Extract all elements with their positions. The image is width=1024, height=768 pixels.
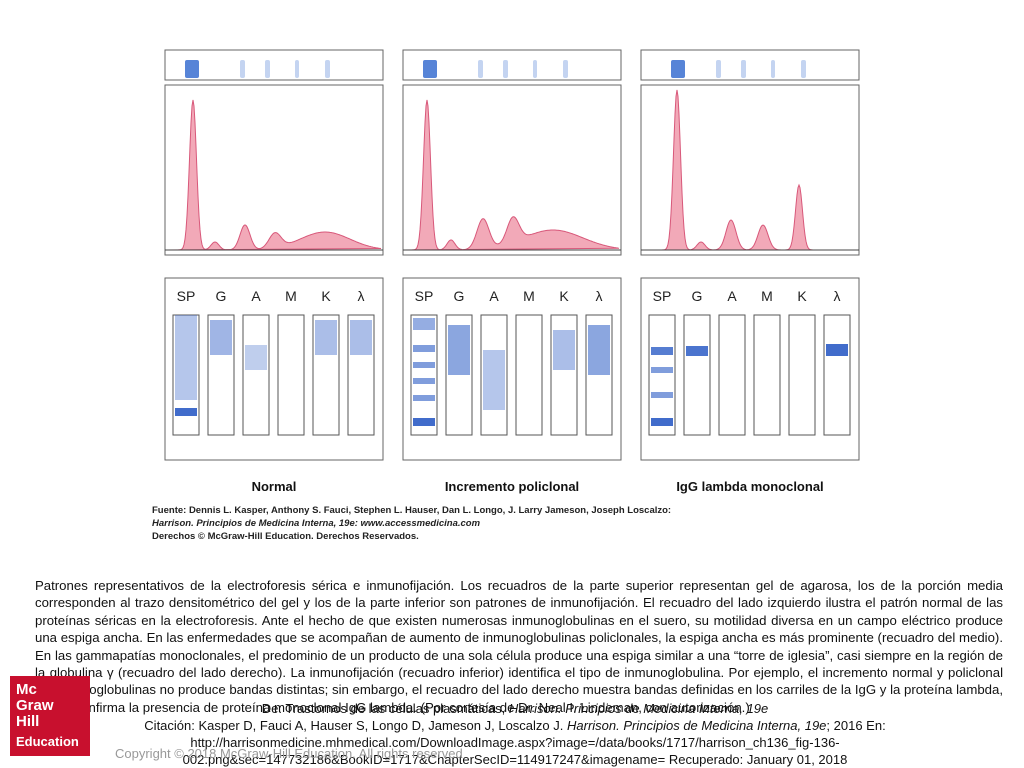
gel-band <box>295 60 299 78</box>
lane-band <box>413 418 435 426</box>
source-line: Fuente: Dennis L. Kasper, Anthony S. Fau… <box>152 505 672 516</box>
lane-label: G <box>454 288 465 304</box>
lane <box>277 314 305 436</box>
immunofixation-box <box>402 277 622 461</box>
panel-title: IgG lambda monoclonal <box>676 479 823 494</box>
logo: Mc Graw Hill Education <box>10 676 90 756</box>
lane-band <box>448 325 470 375</box>
gel-band <box>771 60 775 78</box>
copyright: Copyright © 2018 McGraw-Hill Education. … <box>115 746 463 761</box>
lane-label: A <box>251 288 261 304</box>
lane-label: M <box>761 288 773 304</box>
logo-text: Hill <box>16 713 40 730</box>
logo-text: Education <box>16 734 79 749</box>
source-line: Harrison. Principios de Medicina Interna… <box>152 518 481 529</box>
gel-band <box>265 60 270 78</box>
lane-label: λ <box>358 288 365 304</box>
lane-label: A <box>727 288 737 304</box>
lane-band <box>553 330 575 370</box>
lane-label: G <box>692 288 703 304</box>
gel-band <box>741 60 746 78</box>
source-line: Derechos © McGraw-Hill Education. Derech… <box>152 531 419 542</box>
lane-label: G <box>216 288 227 304</box>
lane <box>550 314 578 436</box>
lane-band <box>315 320 337 355</box>
lane <box>347 314 375 436</box>
lane <box>788 314 816 436</box>
lane <box>515 314 543 436</box>
lane-label: M <box>523 288 535 304</box>
lane-band <box>245 345 267 370</box>
lane-band <box>686 346 708 356</box>
lane-band <box>651 347 673 355</box>
immunofixation-box <box>640 277 860 461</box>
citation-book: Harrison. Principios de Medicina Interna… <box>567 718 827 733</box>
lane <box>753 314 781 436</box>
lane <box>242 314 270 436</box>
gel-band <box>325 60 330 78</box>
citation-from: De: Trastornos de las células plasmática… <box>261 701 509 716</box>
gel-strip <box>164 49 384 81</box>
lane-band <box>413 378 435 384</box>
lane <box>718 314 746 436</box>
citation-book: Harrison. Principios de Medicina Interna… <box>508 701 769 716</box>
gel-band <box>563 60 568 78</box>
densitometry-box <box>164 84 384 256</box>
lane-band <box>413 395 435 401</box>
gel-band <box>478 60 483 78</box>
lane-label: SP <box>177 288 196 304</box>
lane-band <box>651 367 673 373</box>
panel-title: Normal <box>252 479 297 494</box>
lane-band <box>588 325 610 375</box>
gel-band <box>423 60 437 78</box>
lane-label: λ <box>596 288 603 304</box>
lane-band <box>175 315 197 400</box>
citation-text: ; 2016 En: http://harrisonmedicine.mhmed… <box>182 718 886 767</box>
logo-text: Graw <box>16 697 54 714</box>
gel-band <box>801 60 806 78</box>
lane-label: K <box>559 288 569 304</box>
gel-band <box>503 60 508 78</box>
lane-label: λ <box>834 288 841 304</box>
lane-label: A <box>489 288 499 304</box>
densitometry-trace <box>166 99 382 251</box>
lane-label: K <box>321 288 331 304</box>
lane-band <box>413 318 435 330</box>
gel-band <box>716 60 721 78</box>
gel-band <box>240 60 245 78</box>
lane-band <box>651 418 673 426</box>
lane <box>823 314 851 436</box>
lane-band <box>413 345 435 352</box>
lane-label: SP <box>415 288 434 304</box>
gel-band <box>533 60 537 78</box>
lane <box>410 314 438 436</box>
lane-band <box>651 392 673 398</box>
lane-label: M <box>285 288 297 304</box>
lane <box>480 314 508 436</box>
immunofixation-box <box>164 277 384 461</box>
lane-band <box>350 320 372 355</box>
lane <box>648 314 676 436</box>
lane <box>312 314 340 436</box>
lane-label: K <box>797 288 807 304</box>
lane-band <box>826 344 848 356</box>
gel-band <box>671 60 685 78</box>
citation: De: Trastornos de las células plasmática… <box>100 700 930 768</box>
lane <box>207 314 235 436</box>
lane-band <box>210 320 232 355</box>
lane-label: SP <box>653 288 672 304</box>
caption: Patrones representativos de la electrofo… <box>35 578 1003 715</box>
citation-text: Citación: Kasper D, Fauci A, Hauser S, L… <box>144 718 567 733</box>
gel-strip <box>402 49 622 81</box>
lane-band <box>483 350 505 410</box>
gel-band <box>185 60 199 78</box>
logo-text: Mc <box>16 681 37 698</box>
lane-band <box>413 362 435 368</box>
lane <box>683 314 711 436</box>
lane-band <box>175 408 197 416</box>
panel-title: Incremento policlonal <box>445 479 579 494</box>
